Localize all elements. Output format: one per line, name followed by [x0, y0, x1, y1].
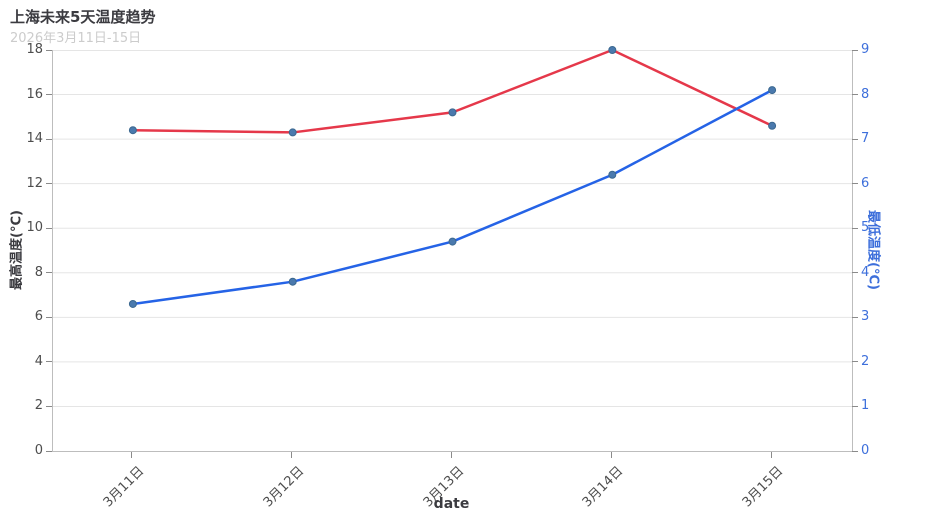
y-right-tick-label: 9 — [861, 42, 870, 57]
y-right-tick-mark — [852, 138, 858, 140]
y-left-tick-mark — [46, 316, 52, 318]
y-left-tick-mark — [46, 94, 52, 96]
y-right-tick-mark — [852, 49, 858, 51]
y-right-tick-label: 5 — [861, 220, 870, 236]
data-point-marker[interactable] — [608, 170, 617, 179]
y-right-tick-label: 2 — [861, 353, 870, 369]
y-right-tick-mark — [852, 316, 858, 318]
y-left-tick-mark — [46, 183, 52, 185]
y-right-tick-label: 0 — [861, 443, 870, 458]
y-right-tick-mark — [852, 272, 858, 274]
y-left-tick-mark — [46, 49, 52, 51]
data-point-marker[interactable] — [768, 121, 777, 130]
y-right-tick-label: 7 — [861, 131, 870, 147]
data-point-marker[interactable] — [448, 237, 457, 246]
plot-area — [52, 46, 853, 452]
x-tick-mark — [291, 452, 293, 458]
y-right-tick-label: 6 — [861, 175, 870, 191]
max-temp-line — [131, 48, 774, 134]
y-left-tick-mark — [46, 227, 52, 229]
y-right-tick-label: 3 — [861, 309, 870, 325]
y-right-tick-mark — [852, 361, 858, 363]
chart-title: 上海未来5天温度趋势 — [10, 8, 156, 26]
y-left-tick-mark — [46, 405, 52, 407]
y-left-tick-label: 18 — [26, 42, 43, 57]
data-point-marker[interactable] — [448, 108, 457, 117]
chart-subtitle: 2026年3月11日-15日 — [10, 31, 142, 46]
y-right-tick-mark — [852, 94, 858, 96]
y-left-tick-label: 12 — [26, 175, 43, 191]
y-left-tick-mark — [46, 272, 52, 274]
y-left-tick-label: 14 — [26, 131, 43, 147]
x-tick-mark — [451, 452, 452, 458]
min-temp-line — [131, 88, 774, 306]
x-tick-mark — [770, 452, 772, 458]
data-point-marker[interactable] — [768, 86, 777, 95]
y-left-tick-label: 6 — [34, 309, 43, 325]
x-axis-label: date — [433, 496, 470, 512]
y-left-tick-label: 4 — [34, 353, 43, 369]
y-right-tick-label: 4 — [861, 264, 870, 280]
y-right-tick-label: 8 — [861, 86, 870, 102]
data-point-marker[interactable] — [128, 299, 137, 308]
data-point-marker[interactable] — [288, 128, 297, 137]
y-left-tick-label: 16 — [26, 86, 43, 102]
y-left-tick-mark — [46, 138, 52, 140]
y-right-tick-mark — [852, 405, 858, 407]
y-left-tick-label: 0 — [34, 443, 43, 458]
y-right-tick-mark — [852, 183, 858, 185]
x-tick-mark — [610, 452, 612, 458]
data-point-marker[interactable] — [608, 46, 617, 54]
y-right-tick-label: 1 — [861, 398, 870, 414]
data-point-marker[interactable] — [288, 277, 297, 286]
y-right-tick-mark — [852, 227, 858, 229]
y-right-tick-mark — [852, 450, 858, 452]
x-tick-mark — [131, 452, 133, 458]
y-left-tick-label: 10 — [26, 220, 43, 236]
y-left-tick-mark — [46, 450, 52, 452]
plot-canvas — [53, 46, 852, 407]
data-point-marker[interactable] — [128, 126, 137, 135]
y-left-tick-label: 8 — [34, 264, 43, 280]
y-left-tick-label: 2 — [34, 398, 43, 414]
y-left-tick-mark — [46, 361, 52, 363]
